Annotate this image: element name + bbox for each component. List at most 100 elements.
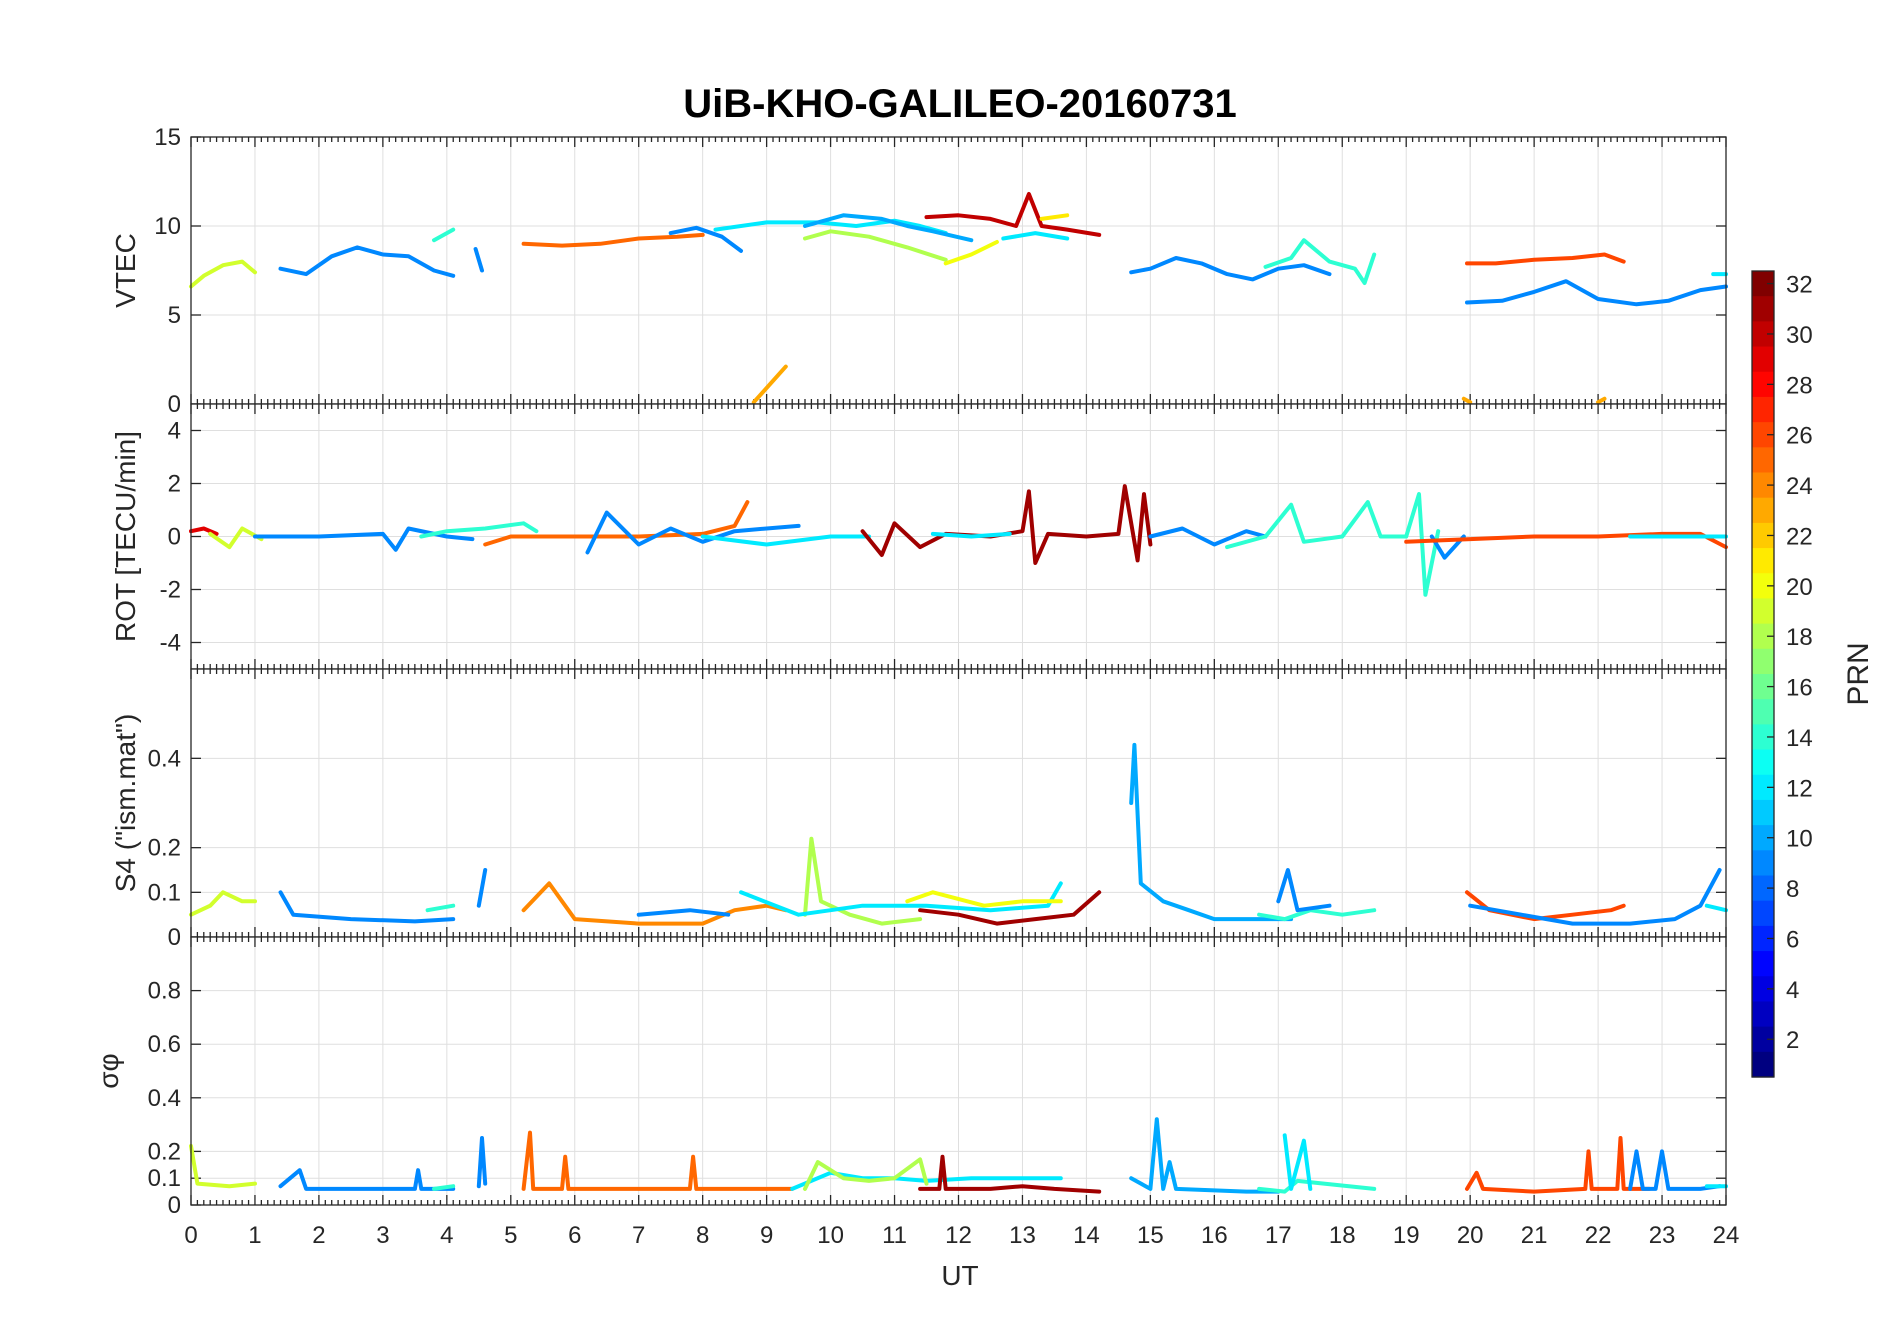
series-line-prn-9 bbox=[1148, 526, 1268, 547]
colorbar-tick-label: 22 bbox=[1786, 523, 1813, 550]
colorbar-swatch bbox=[1752, 925, 1774, 952]
y-tick-label: 4 bbox=[168, 418, 181, 445]
series-line-prn-9 bbox=[585, 510, 801, 555]
x-tick-label: 0 bbox=[184, 1222, 197, 1249]
series-line-prn-19 bbox=[189, 259, 257, 289]
series-line-prn-12 bbox=[713, 218, 948, 236]
colorbar-tick-label: 6 bbox=[1786, 926, 1799, 953]
x-tick-label: 5 bbox=[504, 1222, 517, 1249]
colorbar-swatch bbox=[1752, 598, 1774, 625]
series-line-prn-9 bbox=[636, 908, 731, 917]
y-tick-label: 0.8 bbox=[148, 978, 181, 1005]
series-line-prn-9 bbox=[476, 868, 488, 908]
y-tick-label: 0.2 bbox=[148, 1138, 181, 1165]
x-tick-label: 19 bbox=[1393, 1222, 1420, 1249]
series-line-prn-31 bbox=[918, 1154, 1102, 1194]
x-tick-label: 22 bbox=[1585, 1222, 1612, 1249]
series-line-prn-9 bbox=[1468, 868, 1722, 926]
colorbar-swatch bbox=[1752, 900, 1774, 927]
colorbar-tick-label: 26 bbox=[1786, 423, 1813, 450]
series-line-prn-23 bbox=[1461, 396, 1473, 405]
series-line-prn-19 bbox=[208, 526, 264, 550]
y-axis-label: S4 ("ism.mat") bbox=[110, 714, 141, 893]
y-tick-label: 15 bbox=[154, 124, 181, 151]
x-tick-label: 8 bbox=[696, 1222, 709, 1249]
y-tick-label: 5 bbox=[168, 302, 181, 329]
series-line-prn-29 bbox=[189, 526, 219, 536]
x-tick-label: 2 bbox=[312, 1222, 325, 1249]
series-line-prn-12 bbox=[1001, 231, 1070, 241]
series-line-prn-20 bbox=[943, 240, 999, 266]
colorbar-swatch bbox=[1752, 623, 1774, 650]
x-tick-label: 23 bbox=[1649, 1222, 1676, 1249]
colorbar-swatch bbox=[1752, 371, 1774, 398]
y-axis-label: ROT [TECU/min] bbox=[110, 431, 141, 642]
colorbar-swatch bbox=[1752, 296, 1774, 322]
series-line-prn-25 bbox=[483, 500, 750, 547]
colorbar-swatch bbox=[1752, 1026, 1774, 1053]
colorbar-swatch bbox=[1752, 573, 1774, 600]
series-line-prn-9 bbox=[278, 890, 456, 924]
colorbar-swatch bbox=[1752, 548, 1774, 574]
x-tick-label: 17 bbox=[1265, 1222, 1292, 1249]
series-line-prn-18 bbox=[803, 229, 948, 262]
x-tick-label: 11 bbox=[882, 1222, 907, 1249]
series-line-prn-23 bbox=[751, 364, 788, 405]
x-tick-label: 12 bbox=[945, 1222, 972, 1249]
y-tick-label: -4 bbox=[160, 630, 181, 657]
series-line-prn-12 bbox=[700, 534, 871, 547]
axes-frame bbox=[190, 936, 1727, 1206]
x-tick-label: 9 bbox=[760, 1222, 773, 1249]
series-line-prn-9 bbox=[278, 245, 456, 278]
y-tick-label: 0.1 bbox=[148, 1165, 181, 1192]
x-tick-label: 18 bbox=[1329, 1222, 1356, 1249]
series-line-prn-10 bbox=[1129, 742, 1294, 922]
colorbar-swatch bbox=[1752, 724, 1774, 751]
series-line-prn-26 bbox=[1465, 252, 1626, 266]
series-line-prn-9 bbox=[1465, 279, 1728, 307]
colorbar-swatch bbox=[1752, 447, 1774, 474]
x-tick-label: 10 bbox=[817, 1222, 844, 1249]
series-line-prn-12 bbox=[1282, 1133, 1313, 1191]
colorbar-label: PRN bbox=[1842, 642, 1875, 705]
panel-2: 0 0.1 0.2 0.4 S4 ("ism.mat") bbox=[110, 668, 1728, 951]
colorbar-tick-label: 10 bbox=[1786, 826, 1813, 853]
y-axis-label: VTEC bbox=[110, 233, 141, 308]
x-tick-label: 4 bbox=[440, 1222, 453, 1249]
series-line-prn-30 bbox=[924, 192, 1102, 237]
series-line-prn-23 bbox=[1596, 396, 1607, 405]
colorbar-swatch bbox=[1752, 699, 1774, 725]
y-tick-label: 0.4 bbox=[148, 745, 181, 772]
series-line-prn-31 bbox=[860, 484, 1153, 565]
series-line-prn-12 bbox=[930, 531, 1012, 539]
colorbar-tick-label: 30 bbox=[1786, 322, 1813, 349]
series-line-prn-19 bbox=[189, 890, 257, 917]
series-line-prn-9 bbox=[668, 225, 743, 253]
colorbar-swatch bbox=[1752, 799, 1774, 826]
colorbar-swatch bbox=[1752, 875, 1774, 902]
colorbar-swatch bbox=[1752, 346, 1774, 373]
colorbar-swatch bbox=[1752, 422, 1774, 448]
series-line-prn-19 bbox=[189, 1144, 257, 1189]
series-line-prn-20 bbox=[905, 890, 1063, 908]
series-line-prn-12 bbox=[1704, 903, 1728, 913]
series-line-prn-21 bbox=[1039, 213, 1070, 221]
colorbar-tick-label: 32 bbox=[1786, 272, 1813, 299]
x-tick-label: 15 bbox=[1137, 1222, 1164, 1249]
y-tick-label: -2 bbox=[160, 577, 181, 604]
colorbar-swatch bbox=[1752, 850, 1774, 877]
colorbar-swatch bbox=[1752, 497, 1774, 524]
colorbar-tick-label: 2 bbox=[1786, 1027, 1799, 1054]
y-tick-label: 0.4 bbox=[148, 1085, 181, 1112]
series-line-prn-9 bbox=[476, 1136, 488, 1189]
y-tick-label: 0 bbox=[168, 1192, 181, 1219]
colorbar-swatch bbox=[1752, 1051, 1774, 1078]
series-line-prn-25 bbox=[521, 232, 705, 248]
y-tick-label: 0 bbox=[168, 524, 181, 551]
colorbar-swatch bbox=[1752, 472, 1774, 499]
series-line-prn-9 bbox=[1628, 1149, 1722, 1191]
x-tick-label: 16 bbox=[1201, 1222, 1228, 1249]
